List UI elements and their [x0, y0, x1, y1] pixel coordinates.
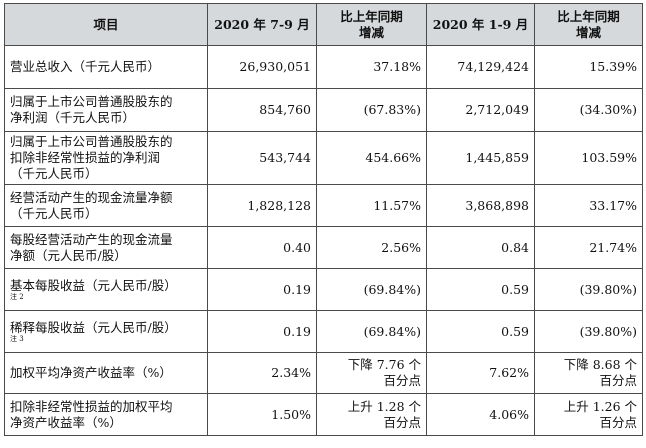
- row-ytd-change: 33.17%: [534, 184, 643, 227]
- row-q3-change: 2.56%: [316, 226, 427, 269]
- footnote-ref: 注 2: [10, 293, 24, 301]
- row-ytd-value: 74,129,424: [426, 45, 535, 89]
- row-q3-change: 37.18%: [316, 45, 427, 89]
- row-ytd-change: 上升 1.26 个 百分点: [534, 393, 643, 436]
- row-ytd-value: 0.59: [426, 268, 535, 311]
- row-ytd-value: 3,868,898: [426, 184, 535, 227]
- financial-summary-table: 项目 2020 年 7-9 月 比上年同期 增减 2020 年 1-9 月 比上…: [4, 3, 643, 436]
- row-item-label: 归属于上市公司普通股股东的 净利润（千元人民币）: [4, 88, 208, 132]
- row-q3-change: 下降 7.76 个 百分点: [316, 352, 427, 394]
- row-q3-change: (69.84%): [316, 268, 427, 311]
- row-item-label: 经营活动产生的现金流量净额 （千元人民币）: [4, 184, 208, 227]
- header-q3-change: 比上年同期 增减: [316, 3, 427, 46]
- row-q3-value: 1.50%: [207, 393, 317, 436]
- row-q3-value: 0.19: [207, 268, 317, 311]
- table-row: 经营活动产生的现金流量净额 （千元人民币） 1,828,128 11.57% 3,86…: [4, 184, 643, 227]
- row-q3-value: 543,744: [207, 131, 317, 185]
- row-q3-value: 854,760: [207, 88, 317, 132]
- row-ytd-value: 4.06%: [426, 393, 535, 436]
- row-q3-value: 0.19: [207, 310, 317, 353]
- table-row: 每股经营活动产生的现金流量 净额（元人民币/股） 0.40 2.56% 0.84 21.…: [4, 226, 643, 269]
- header-q3: 2020 年 7-9 月: [207, 3, 317, 46]
- row-ytd-value: 7.62%: [426, 352, 535, 394]
- row-item-label: 归属于上市公司普通股股东的 扣除非经常性损益的净利润 （千元人民币）: [4, 131, 208, 185]
- row-ytd-change: (39.80%): [534, 310, 643, 353]
- table-row: 稀释每股收益（元人民币/股）注 3 0.19 (69.84%) 0.59 (39.80%…: [4, 310, 643, 353]
- header-ytd-change: 比上年同期 增减: [534, 3, 643, 46]
- table-row: 加权平均净资产收益率（%） 2.34% 下降 7.76 个 百分点 7.62% 下降 8…: [4, 352, 643, 394]
- row-item-label: 扣除非经常性损益的加权平均 净资产收益率（%）: [4, 393, 208, 436]
- header-ytd: 2020 年 1-9 月: [426, 3, 535, 46]
- row-q3-change: 454.66%: [316, 131, 427, 185]
- row-q3-change: (69.84%): [316, 310, 427, 353]
- footnote-ref: 注 3: [10, 335, 24, 343]
- table-row: 扣除非经常性损益的加权平均 净资产收益率（%） 1.50% 上升 1.28 个 百分…: [4, 393, 643, 436]
- table-row: 归属于上市公司普通股股东的 扣除非经常性损益的净利润 （千元人民币） 543,74…: [4, 131, 643, 185]
- table-row: 营业总收入（千元人民币） 26,930,051 37.18% 74,129,424 15…: [4, 45, 643, 89]
- row-ytd-change: 103.59%: [534, 131, 643, 185]
- row-item-label: 加权平均净资产收益率（%）: [4, 352, 208, 394]
- row-q3-change: 11.57%: [316, 184, 427, 227]
- row-q3-value: 0.40: [207, 226, 317, 269]
- row-item-label: 每股经营活动产生的现金流量 净额（元人民币/股）: [4, 226, 208, 269]
- row-ytd-change: (34.30%): [534, 88, 643, 132]
- row-q3-value: 2.34%: [207, 352, 317, 394]
- row-ytd-value: 0.59: [426, 310, 535, 353]
- row-ytd-value: 2,712,049: [426, 88, 535, 132]
- row-item-label: 基本每股收益（元人民币/股）注 2: [4, 268, 208, 311]
- row-q3-change: (67.83%): [316, 88, 427, 132]
- row-ytd-change: (39.80%): [534, 268, 643, 311]
- table-row: 基本每股收益（元人民币/股）注 2 0.19 (69.84%) 0.59 (39.80%…: [4, 268, 643, 311]
- row-ytd-change: 15.39%: [534, 45, 643, 89]
- row-q3-change: 上升 1.28 个 百分点: [316, 393, 427, 436]
- row-item-label: 营业总收入（千元人民币）: [4, 45, 208, 89]
- header-item: 项目: [4, 3, 208, 46]
- row-ytd-change: 下降 8.68 个 百分点: [534, 352, 643, 394]
- row-ytd-value: 1,445,859: [426, 131, 535, 185]
- header-row: 项目 2020 年 7-9 月 比上年同期 增减 2020 年 1-9 月 比上…: [4, 3, 643, 46]
- row-q3-value: 1,828,128: [207, 184, 317, 227]
- row-q3-value: 26,930,051: [207, 45, 317, 89]
- row-item-label: 稀释每股收益（元人民币/股）注 3: [4, 310, 208, 353]
- row-ytd-value: 0.84: [426, 226, 535, 269]
- table-row: 归属于上市公司普通股股东的 净利润（千元人民币） 854,760 (67.83%) 2…: [4, 88, 643, 132]
- row-ytd-change: 21.74%: [534, 226, 643, 269]
